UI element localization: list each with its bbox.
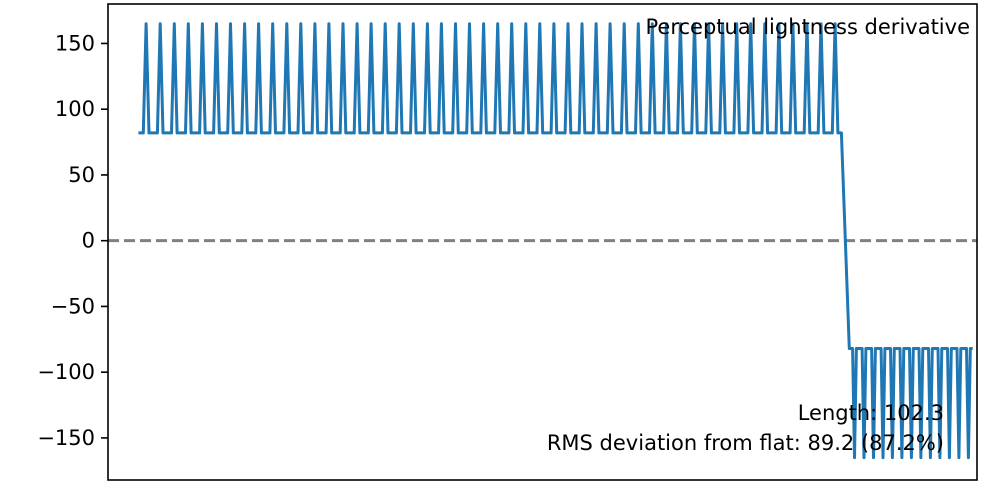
plot-area	[108, 22, 977, 460]
rms-annotation: RMS deviation from flat: 89.2 (87.2%)	[547, 431, 944, 455]
y-tick-label: −150	[37, 426, 95, 450]
series-line-1	[138, 22, 973, 460]
y-tick-label: −100	[37, 360, 95, 384]
y-tick-label: 50	[68, 163, 95, 187]
length-annotation: Length: 102.3	[798, 401, 944, 425]
y-tick-label: 0	[82, 229, 95, 253]
y-axis: 150 100 50 0 −50 −100 −150	[37, 31, 108, 450]
axes-frame	[107, 3, 978, 481]
y-tick-label: −50	[51, 294, 95, 318]
y-tick-label: 100	[55, 97, 95, 121]
chart-title: Perceptual lightness derivative	[646, 15, 971, 39]
y-tick-label: 150	[55, 31, 95, 55]
